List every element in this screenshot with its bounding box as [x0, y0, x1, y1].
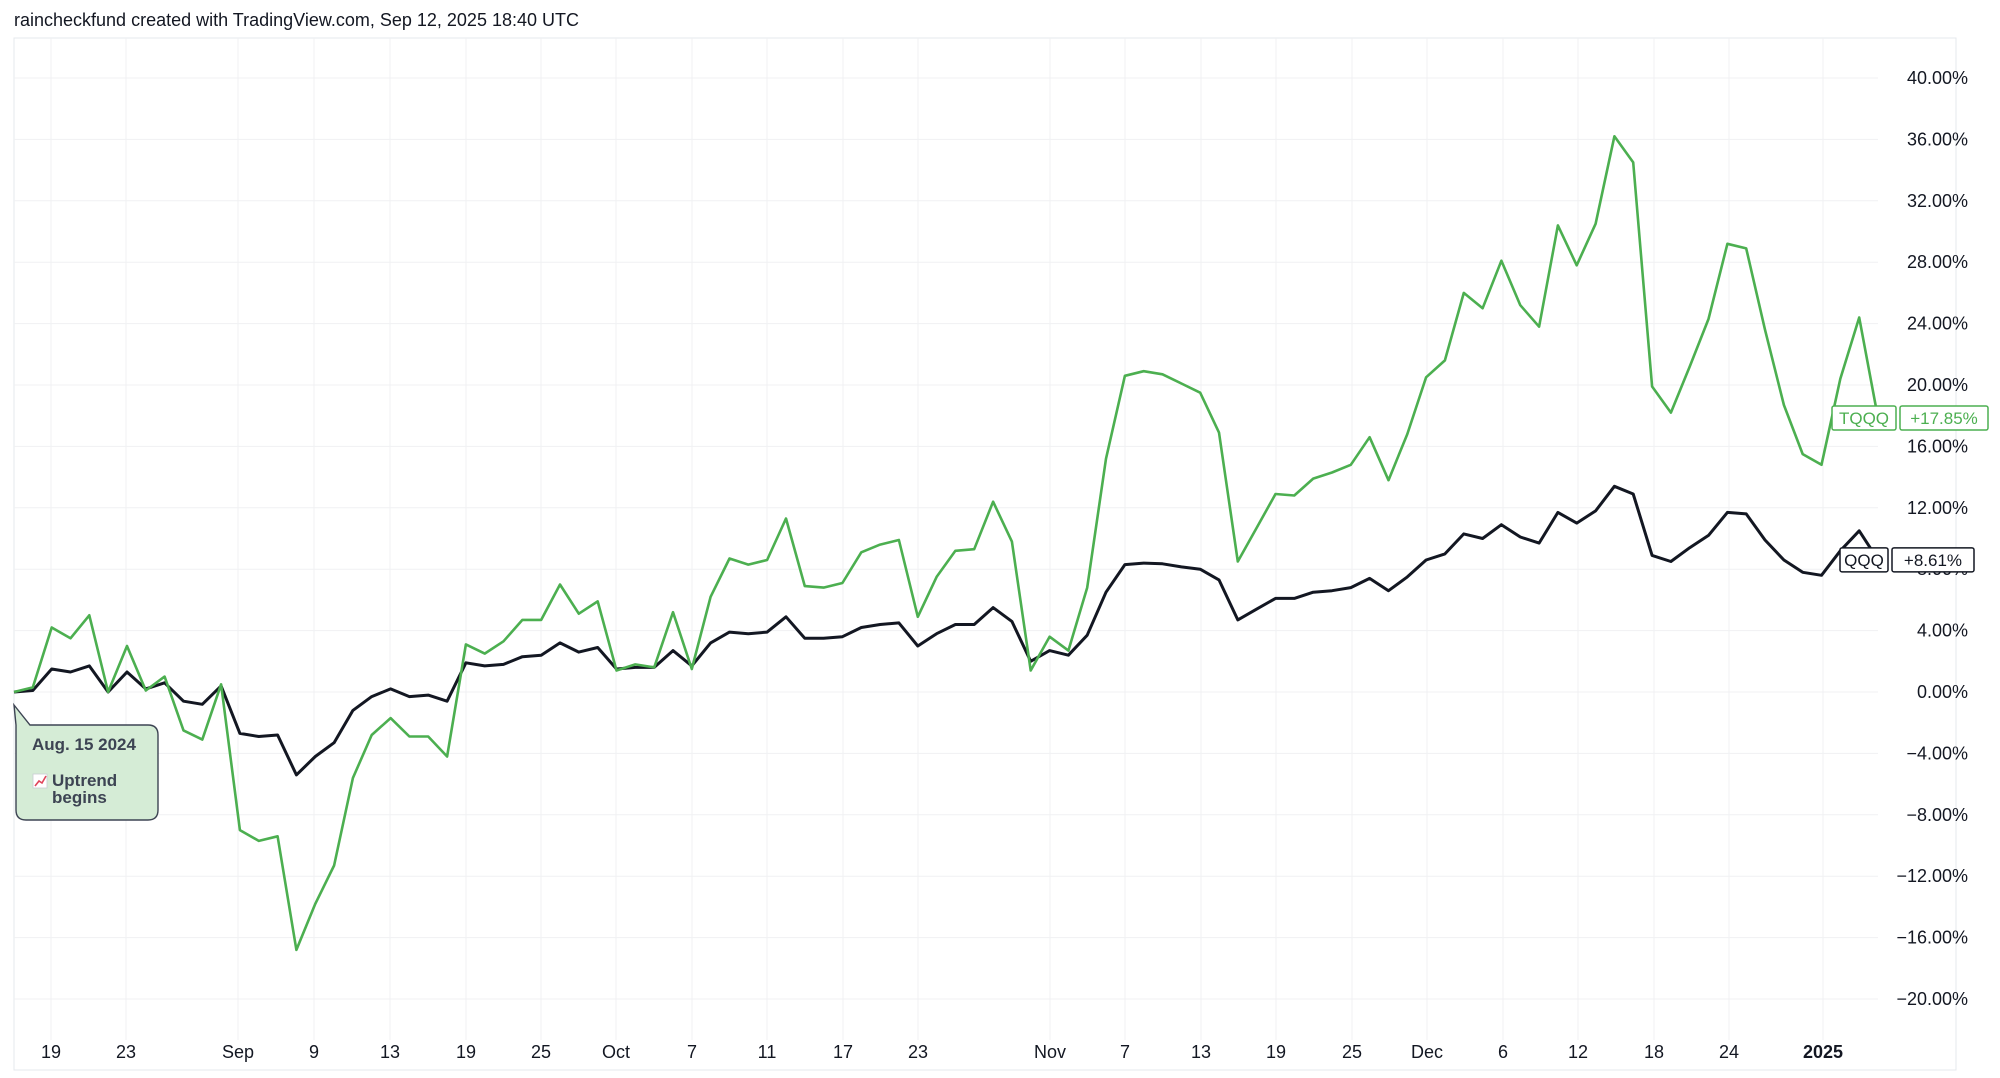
x-tick-label: 9 — [309, 1042, 319, 1062]
x-tick-label: 6 — [1498, 1042, 1508, 1062]
x-tick-label: 19 — [41, 1042, 61, 1062]
y-tick-label: 16.00% — [1907, 436, 1968, 456]
x-tick-label: 23 — [908, 1042, 928, 1062]
series-name-label: TQQQ — [1839, 409, 1889, 428]
y-tick-label: 12.00% — [1907, 498, 1968, 518]
x-tick-label: Nov — [1034, 1042, 1066, 1062]
x-tick-label: 19 — [1266, 1042, 1286, 1062]
series-layer — [13, 135, 1880, 952]
x-tick-label: 7 — [1120, 1042, 1130, 1062]
chart-attribution: raincheckfund created with TradingView.c… — [14, 10, 579, 30]
x-tick-label: 23 — [116, 1042, 136, 1062]
series-name-label: QQQ — [1844, 551, 1884, 570]
y-tick-label: 36.00% — [1907, 129, 1968, 149]
x-tick-label: 11 — [758, 1042, 777, 1062]
y-tick-label: 20.00% — [1907, 375, 1968, 395]
tag-tqqq: TQQQ +17.85% — [1831, 405, 1989, 431]
x-tick-label: 17 — [833, 1042, 853, 1062]
y-tick-label: 24.00% — [1907, 314, 1968, 334]
annotation-date: Aug. 15 2024 — [32, 735, 136, 754]
last-value-label: +8.61% — [1904, 551, 1962, 570]
y-tick-label: −12.00% — [1896, 866, 1968, 886]
y-tick-label: −20.00% — [1896, 989, 1968, 1009]
x-tick-label: Sep — [222, 1042, 254, 1062]
y-tick-label: 4.00% — [1917, 621, 1968, 641]
y-tick-label: 28.00% — [1907, 252, 1968, 272]
chart-increasing-icon — [32, 773, 48, 789]
qqq-line[interactable] — [13, 484, 1880, 777]
y-tick-label: 40.00% — [1907, 68, 1968, 88]
x-tick-label: 2025 — [1803, 1042, 1843, 1062]
x-tick-label: 13 — [1191, 1042, 1211, 1062]
series-name-box — [1831, 405, 1897, 431]
chart-frame — [13, 37, 1957, 1071]
y-tick-label: −4.00% — [1906, 743, 1968, 763]
x-tick-label: 13 — [380, 1042, 400, 1062]
tag-qqq: QQQ +8.61% — [1839, 547, 1975, 573]
time-scale: 19 23 Sep 9 13 19 25 Oct 7 11 17 23 Nov 7 13 19 25 Dec 6 12… — [41, 1042, 1843, 1062]
series-name-box — [1839, 547, 1889, 573]
x-tick-label: 19 — [456, 1042, 476, 1062]
series-qqq — [13, 484, 1880, 777]
x-tick-label: Dec — [1411, 1042, 1443, 1062]
last-value-box — [1891, 547, 1975, 573]
x-tick-label: 25 — [531, 1042, 551, 1062]
y-tick-label: 32.00% — [1907, 191, 1968, 211]
y-tick-label: −8.00% — [1906, 805, 1968, 825]
x-tick-label: 18 — [1644, 1042, 1664, 1062]
tqqq-line[interactable] — [13, 135, 1880, 952]
y-tick-label: 0.00% — [1917, 682, 1968, 702]
x-tick-label: 12 — [1568, 1042, 1588, 1062]
series-tqqq — [13, 135, 1880, 952]
price-scale: 40.00% 36.00% 32.00% 28.00% 24.00% 20.00% 16.0… — [1896, 68, 1968, 1009]
x-tick-label: 24 — [1719, 1042, 1739, 1062]
x-tick-label: 25 — [1342, 1042, 1362, 1062]
last-value-tags: TQQQ +17.85% QQQ +8.61% — [1831, 405, 1989, 573]
annotation-text-line1: Uptrend — [52, 771, 117, 790]
y-tick-label: −16.00% — [1896, 928, 1968, 948]
last-value-label: +17.85% — [1910, 409, 1978, 428]
last-value-box — [1899, 405, 1989, 431]
x-tick-label: 7 — [687, 1042, 697, 1062]
callout-bubble — [13, 702, 159, 821]
annotation-text-line2: begins — [52, 788, 107, 807]
chart-grid — [13, 37, 1957, 1071]
x-tick-label: Oct — [602, 1042, 630, 1062]
